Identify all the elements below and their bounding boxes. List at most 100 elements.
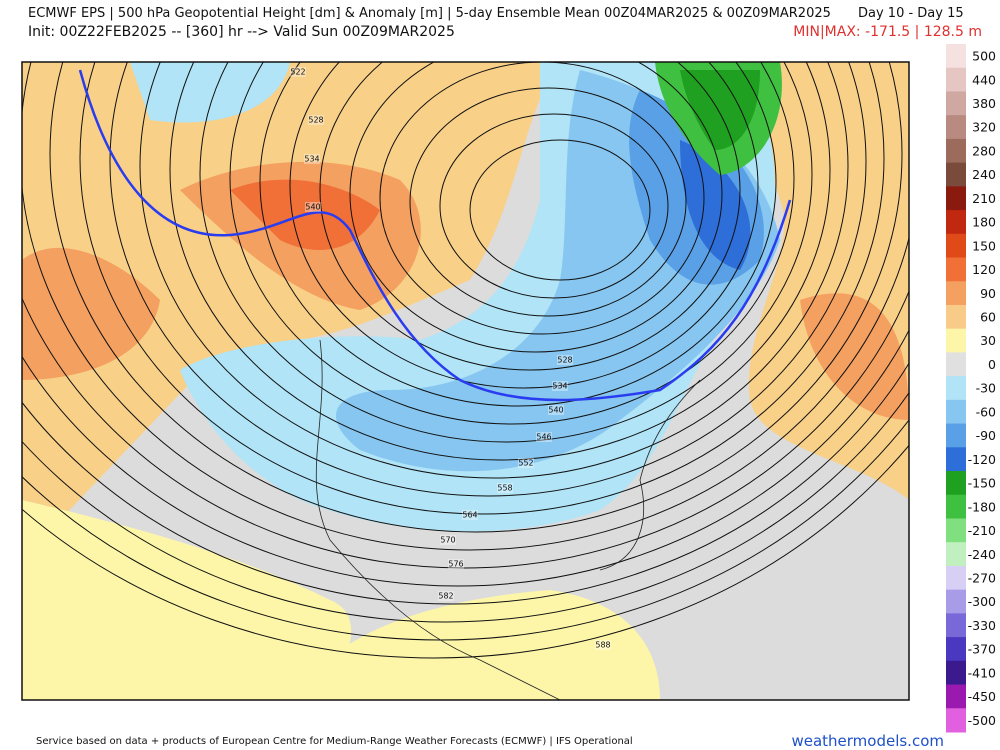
colorbar-label: 60	[980, 310, 996, 325]
colorbar-swatch	[946, 660, 966, 686]
colorbar-swatch	[946, 684, 966, 709]
days: Day 10 - Day 15	[858, 6, 964, 21]
contour-label: 588	[595, 641, 610, 650]
colorbar-label: -180	[968, 499, 996, 514]
colorbar-label: -210	[968, 523, 996, 538]
contour-label-bg	[304, 154, 320, 164]
colorbar-label: 180	[972, 215, 996, 230]
colorbar-swatch	[946, 447, 966, 472]
colorbar-swatch	[946, 399, 966, 425]
height-contour	[139, 62, 849, 479]
height-contour	[229, 62, 795, 425]
contour-label: 546	[536, 433, 551, 442]
contour-label-bg	[536, 432, 552, 442]
height-contour	[22, 289, 909, 569]
colorbar-label: -150	[968, 476, 996, 491]
colorbar-swatch	[946, 518, 966, 543]
colorbar-swatch	[946, 210, 966, 235]
height-contour	[199, 62, 813, 443]
height-contour	[259, 62, 777, 407]
colorbar-label: 210	[972, 191, 996, 206]
colorbar-label: -330	[968, 618, 996, 633]
colorbar-label: -370	[968, 642, 996, 657]
colorbar-label: 90	[980, 286, 996, 301]
credit: Service based on data + products of Euro…	[36, 736, 633, 747]
colorbar-label: -500	[968, 713, 996, 728]
contour-label: 534	[304, 155, 319, 164]
height-contour	[169, 62, 831, 461]
colorbar-label: 120	[972, 262, 996, 277]
colorbar-label: 0	[988, 357, 996, 372]
colorbar-label: -30	[976, 381, 996, 396]
height-contour	[22, 391, 909, 623]
colorbar-label: -60	[976, 404, 996, 419]
colorbar-swatch	[946, 91, 966, 116]
contour-label: 522	[290, 68, 305, 77]
colorbar-swatch	[946, 44, 966, 69]
contour-label-bg	[518, 458, 534, 468]
colorbar-swatch	[946, 494, 966, 519]
height-contour	[469, 139, 651, 281]
contour-label-bg	[557, 355, 573, 365]
contour-label: 540	[548, 406, 563, 415]
height-contour	[409, 87, 687, 317]
contour-label-bg	[497, 483, 513, 493]
contour-label-bg	[308, 115, 324, 125]
colorbar-swatch	[946, 328, 966, 353]
height-contour	[349, 62, 723, 353]
contour-label: 534	[552, 382, 567, 391]
colorbar-label: 240	[972, 167, 996, 182]
colorbar-label: 150	[972, 238, 996, 253]
contour-label-bg	[438, 591, 454, 601]
contour-label-bg	[440, 535, 456, 545]
height-contour	[289, 62, 759, 389]
map: 522 528 534 540 528 534 540 546 552 558 564 570 576 5…	[22, 62, 909, 700]
height-contour	[109, 62, 867, 497]
contour-label: 564	[462, 511, 477, 520]
colorbar-label: -450	[968, 689, 996, 704]
contour-label-bg	[290, 67, 306, 77]
height-contour	[379, 62, 705, 335]
init: Init: 00Z22FEB2025 -- [360] hr --> Valid…	[28, 24, 455, 40]
contour-label-bg	[305, 202, 321, 212]
contour-label-bg	[448, 559, 464, 569]
contour-label: 570	[440, 536, 455, 545]
colorbar-label: 30	[980, 333, 996, 348]
colorbar-swatch	[946, 115, 966, 140]
contour-label: 558	[497, 484, 512, 493]
height-contour	[439, 113, 669, 299]
colorbar-label: 380	[972, 96, 996, 111]
colorbar-swatch	[946, 471, 966, 496]
colorbar-label: -240	[968, 547, 996, 562]
colorbar-swatch	[946, 423, 966, 448]
colorbar-swatch	[946, 138, 966, 164]
height-contour	[22, 62, 909, 551]
colorbar-swatch	[946, 281, 966, 306]
contour-label: 576	[448, 560, 463, 569]
colorbar-swatch	[946, 186, 966, 211]
height-contour	[22, 362, 909, 605]
colorbar-label: 440	[972, 72, 996, 87]
height-contour	[79, 62, 885, 515]
contour-label: 528	[557, 356, 572, 365]
colorbar-label: -270	[968, 570, 996, 585]
height-contour	[49, 62, 903, 533]
contour-label-bg	[595, 640, 611, 650]
colorbar-label: -120	[968, 452, 996, 467]
colorbar-swatch	[946, 376, 966, 401]
contour-label: 582	[438, 592, 453, 601]
colorbar-swatch	[946, 162, 966, 187]
height-contour	[319, 62, 741, 371]
colorbar-label: 320	[972, 120, 996, 135]
contour-label-bg	[548, 405, 564, 415]
colorbar-swatch	[946, 708, 966, 733]
colorbar-swatch	[946, 67, 966, 92]
brand[interactable]: weathermodels.com	[791, 732, 944, 750]
contour-label: 528	[308, 116, 323, 125]
colorbar-label: -410	[968, 665, 996, 680]
colorbar-label: -300	[968, 594, 996, 609]
colorbar-label: -90	[976, 428, 996, 443]
contour-label-bg	[552, 381, 568, 391]
colorbar-swatch	[946, 565, 966, 591]
